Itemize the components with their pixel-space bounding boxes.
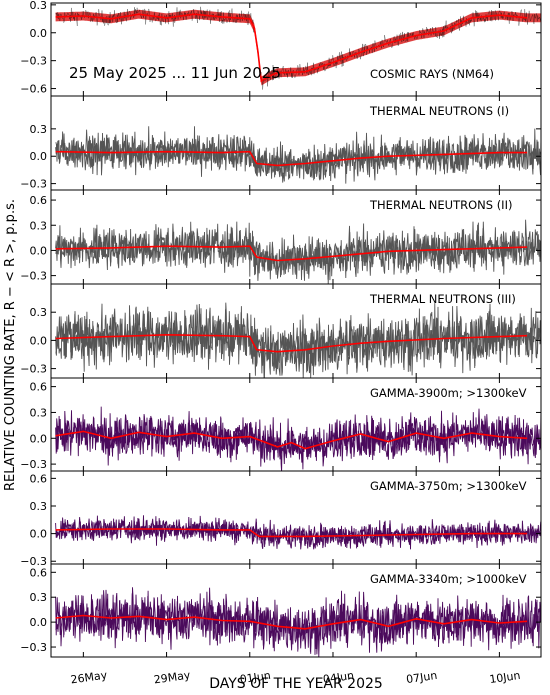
panel-6-traces [55,515,541,550]
y-tick-label: 0.0 [30,432,48,445]
panel-frame [50,563,542,658]
smoothed-series [55,13,528,83]
panel-label: GAMMA-3340m; >1000keV [370,572,527,586]
panel-4-traces [55,302,541,378]
panel-3-traces [55,219,541,284]
x-tick-label: 29May [153,668,192,686]
panel-3: 0.6 0.3 0.0 −0.3 THERMAL NEUTRONS (II) [20,189,542,285]
panel-6: 0.6 0.3 0.0 −0.3 GAMMA-3750m; >1300keV [20,470,542,568]
panel-5-traces [55,406,541,471]
y-tick-label: −0.6 [20,83,47,96]
panel-5: 0.6 0.3 0.0 −0.3 GAMMA-3900m; >1300keV [20,377,542,472]
y-tick-label: −0.3 [20,270,47,283]
smoothed-series [55,614,528,630]
y-tick-label: −0.3 [20,458,47,471]
y-tick-label: 0.3 [30,591,48,604]
y-tick-label: 0.3 [30,123,48,136]
y-tick-label: 0.3 [30,500,48,513]
panel-2: 0.3 0.0 −0.3 THERMAL NEUTRONS (I) [20,95,542,191]
y-axis-label: RELATIVE COUNTING RATE, R − < R >, p.p.s… [3,199,18,491]
raw-trace [55,6,541,90]
x-tick-label: 26May [70,668,109,686]
smoothed-series [55,528,528,538]
y-tick-label: 0.3 [30,306,48,319]
smoothed-series [55,245,528,262]
y-tick-label: 0.3 [30,0,48,12]
panel-label: THERMAL NEUTRONS (I) [369,104,509,118]
y-tick-label: 0.0 [30,244,48,257]
y-tick-label: 0.0 [30,27,48,40]
y-tick-label: 0.6 [30,381,48,394]
y-tick-label: −0.3 [20,641,47,654]
panel-7-traces [55,587,541,657]
panel-label: COSMIC RAYS (NM64) [370,67,494,81]
y-tick-label: 0.0 [30,528,48,541]
y-tick-label: 0.0 [30,150,48,163]
panel-2-traces [55,126,541,184]
panel-1-traces [55,6,541,90]
y-tick-label: 0.3 [30,406,48,419]
smoothed-series [55,150,528,167]
raw-trace [55,406,541,470]
x-tick-label: 07Jun [405,669,438,686]
y-tick-label: −0.3 [20,555,47,568]
panel-label: GAMMA-3750m; >1300keV [370,479,527,493]
x-tick-label: 04Jun [322,669,355,686]
y-tick-label: −0.3 [20,178,47,191]
panel-4: 0.3 0.0 −0.3 THERMAL NEUTRONS (III) [20,283,542,379]
raw-trace [55,219,541,284]
y-tick-label: 0.3 [30,219,48,232]
x-axis-label: DAYS OF THE YEAR 2025 [209,676,383,692]
x-tick-label: 01Jun [239,669,272,686]
panel-label: THERMAL NEUTRONS (II) [369,198,512,212]
y-tick-label: 0.0 [30,334,48,347]
x-tick-label: 10Jun [489,669,522,686]
smoothed-series [55,430,528,450]
date-range-label: 25 May 2025 ... 11 Jun 2025 [69,64,281,82]
raw-trace [55,302,541,376]
panel-label: THERMAL NEUTRONS (III) [369,292,516,306]
panel-label: GAMMA-3900m; >1300keV [370,386,527,400]
y-tick-label: 0.6 [30,566,48,579]
raw-trace [55,126,541,182]
y-tick-label: 0.0 [30,616,48,629]
panel-7: 0.6 0.3 0.0 −0.3 GAMMA-3340m; >1000keV [20,563,542,658]
y-tick-label: −0.3 [20,55,47,68]
panels: 0.3 0.0 −0.3 −0.6 COSMIC RAYS (NM64) 0.3 0.0 −0… [20,0,542,687]
y-tick-label: −0.3 [20,363,47,376]
y-tick-label: 0.6 [30,472,48,485]
panel-1: 0.3 0.0 −0.3 −0.6 COSMIC RAYS (NM64) [20,0,542,97]
raw-trace [55,587,541,655]
y-tick-label: 0.6 [30,194,48,207]
smoothed-series [55,333,528,353]
